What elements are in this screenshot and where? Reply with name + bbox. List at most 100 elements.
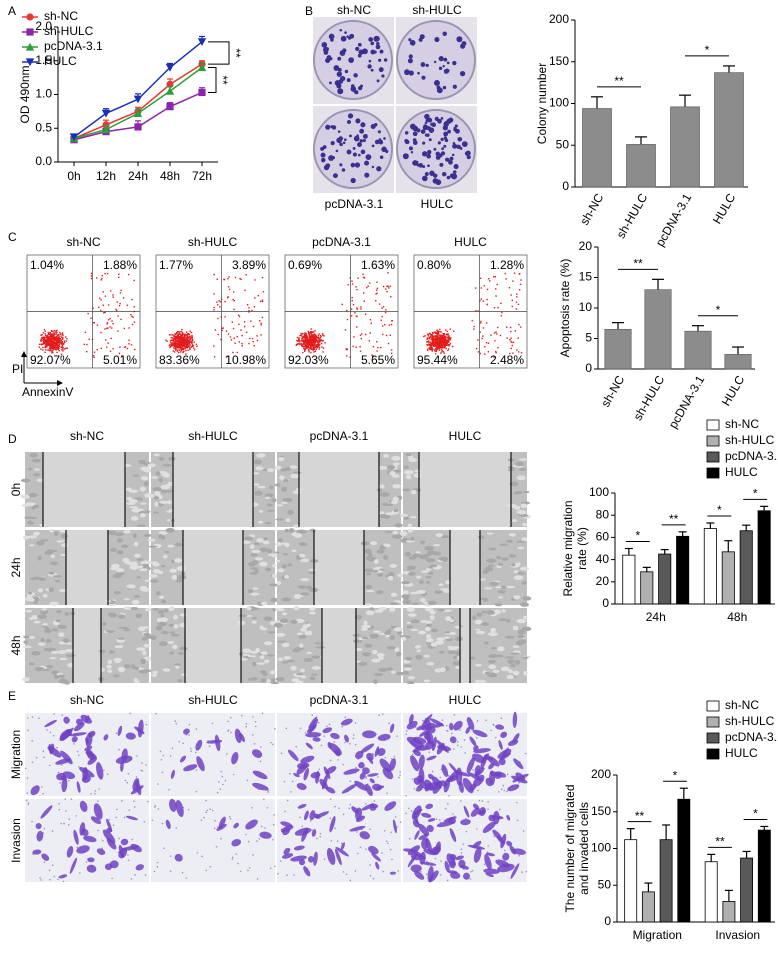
event [313, 351, 315, 353]
event [213, 345, 215, 347]
colony [459, 146, 463, 150]
event [58, 347, 60, 350]
pore [371, 752, 374, 755]
cell-texture [425, 642, 433, 645]
pore [267, 791, 269, 793]
colony [446, 175, 451, 180]
pore [389, 848, 392, 851]
pore [245, 722, 248, 725]
cell-texture [249, 650, 258, 654]
event [47, 338, 50, 341]
event [429, 341, 432, 344]
cell-texture [132, 533, 137, 539]
pore [227, 720, 229, 723]
bar [626, 144, 656, 188]
pore [53, 875, 56, 878]
event [52, 338, 54, 340]
pore [241, 714, 243, 717]
cell-texture [407, 523, 412, 528]
event [443, 335, 445, 338]
event [314, 346, 316, 348]
cell-texture [490, 628, 496, 633]
stained-cell [472, 841, 482, 849]
event [346, 318, 349, 321]
event [106, 323, 108, 325]
event [187, 339, 190, 341]
event [305, 339, 307, 341]
event [104, 328, 106, 330]
stained-cell [430, 846, 441, 855]
pore [59, 782, 61, 784]
event [444, 339, 447, 342]
event [64, 336, 67, 338]
cell-texture [56, 610, 62, 614]
cell-texture [376, 488, 383, 492]
significance: ** [635, 809, 645, 823]
event [315, 346, 317, 348]
cell-texture [497, 646, 505, 652]
pore [518, 781, 521, 784]
pore [270, 741, 272, 744]
event [435, 340, 438, 342]
event [50, 336, 52, 338]
cell-texture [285, 518, 291, 523]
event [45, 345, 48, 348]
pore [384, 756, 387, 759]
legend-swatch [706, 419, 720, 431]
stained-cell [297, 762, 310, 769]
cell-texture [38, 577, 46, 581]
event [510, 330, 512, 333]
event [305, 347, 307, 349]
pore [456, 744, 459, 747]
y-tick-label: 150 [549, 54, 569, 68]
event [486, 303, 489, 306]
event [109, 326, 111, 328]
event [42, 342, 45, 344]
cell-texture [158, 457, 165, 461]
event [434, 332, 437, 334]
event [112, 296, 114, 298]
event [517, 303, 520, 306]
pore [498, 808, 501, 811]
pore [476, 720, 479, 722]
event [50, 349, 52, 351]
cell-texture [403, 465, 409, 469]
event [86, 350, 88, 353]
cell-texture [309, 676, 315, 681]
event [84, 331, 87, 334]
event [188, 336, 190, 339]
event [92, 307, 94, 310]
event [489, 280, 491, 282]
event [47, 342, 49, 345]
cell-texture [49, 561, 59, 565]
event [307, 348, 310, 350]
event [315, 334, 317, 336]
cell-texture [414, 469, 423, 473]
colony [429, 170, 435, 176]
colony [331, 156, 335, 160]
pore [252, 716, 254, 718]
cell-texture [490, 646, 497, 650]
pore [352, 734, 355, 736]
pore [128, 809, 131, 811]
stained-cell [283, 847, 291, 855]
colony [357, 142, 362, 148]
pore [255, 725, 257, 728]
pore [487, 844, 490, 847]
event [309, 344, 311, 346]
cell-texture [147, 538, 156, 542]
event [355, 346, 357, 348]
pore [355, 766, 358, 769]
pore [232, 856, 234, 859]
event [322, 351, 324, 353]
bar [757, 829, 771, 923]
event [58, 345, 61, 348]
cell-texture [504, 656, 515, 659]
bar [644, 289, 672, 370]
pore [285, 727, 288, 730]
cell-texture [292, 471, 302, 474]
event [48, 340, 50, 342]
stained-cell [428, 773, 434, 780]
cell-texture [513, 491, 521, 495]
event [481, 337, 483, 340]
